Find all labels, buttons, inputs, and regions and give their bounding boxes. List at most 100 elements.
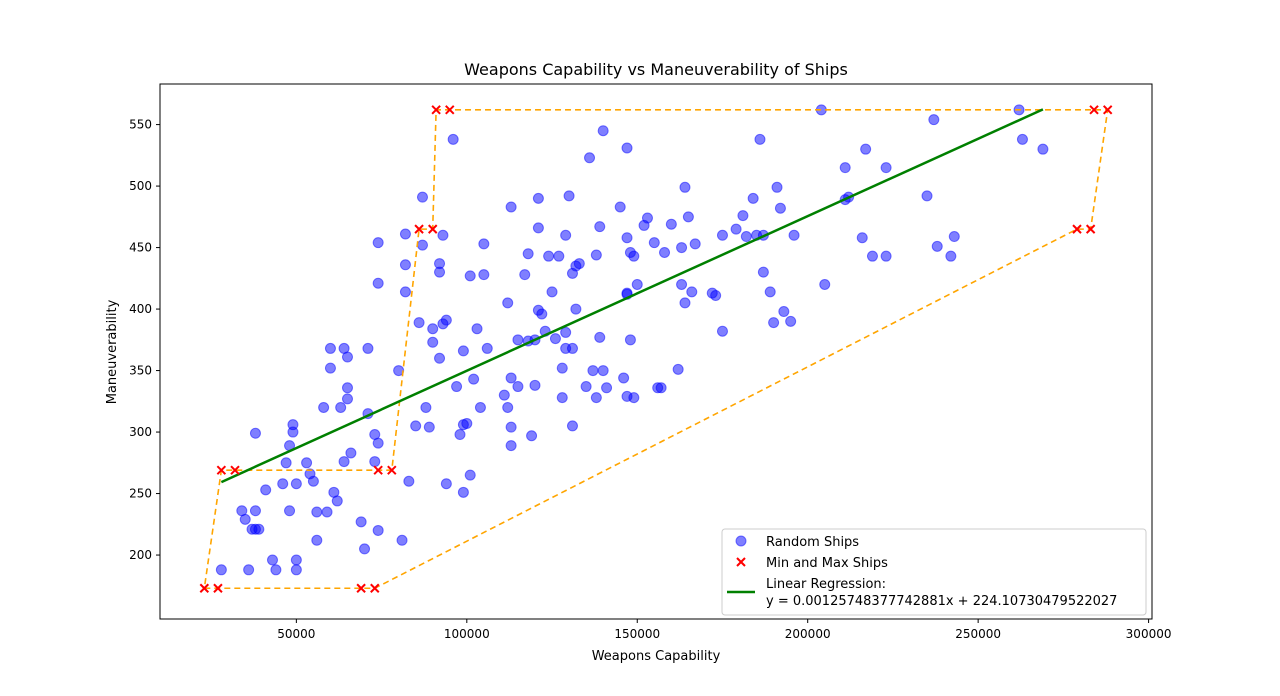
random-ship-point — [716, 325, 728, 337]
random-ship-point — [457, 486, 469, 498]
random-ship-point — [287, 426, 299, 438]
random-ship-point — [440, 478, 452, 490]
random-ship-point — [437, 229, 449, 241]
legend-label-regression-equation: y = 0.00125748377742881x + 224.107304795… — [766, 594, 1117, 609]
random-ship-point — [529, 379, 541, 391]
random-ship-point — [628, 250, 640, 262]
min-max-ship-point — [1102, 105, 1113, 115]
x-axis-label: Weapons Capability — [592, 649, 721, 664]
min-max-ship-point — [370, 583, 380, 593]
random-ship-point — [318, 401, 330, 413]
x-tick-label: 100000 — [444, 627, 490, 641]
y-tick-label: 300 — [129, 425, 152, 439]
random-ship-point — [689, 238, 701, 250]
random-ship-point — [546, 286, 558, 298]
random-ship-point — [519, 269, 531, 281]
random-ship-point — [665, 218, 677, 230]
random-ship-point — [423, 421, 435, 433]
random-ship-point — [478, 238, 490, 250]
random-ship-point — [440, 314, 452, 326]
random-ship-point — [416, 239, 428, 251]
random-ship-point — [512, 381, 524, 393]
random-ship-point — [659, 246, 671, 258]
random-ship-point — [372, 437, 384, 449]
random-ship-point — [641, 212, 653, 224]
random-ship-point — [587, 365, 599, 377]
random-ship-point — [505, 440, 517, 452]
random-ship-point — [556, 362, 568, 374]
y-tick-label: 400 — [129, 302, 152, 316]
random-ship-point — [1037, 143, 1049, 155]
random-ship-point — [427, 336, 439, 348]
min-max-ship-point — [373, 465, 383, 475]
random-ship-point — [481, 342, 493, 354]
random-ship-point — [672, 363, 684, 375]
random-ship-point — [880, 250, 892, 262]
random-ship-point — [566, 342, 578, 354]
random-ship-point — [880, 162, 892, 174]
random-ship-point — [771, 181, 783, 193]
y-tick-label: 550 — [129, 118, 152, 132]
random-ship-point — [621, 142, 633, 154]
random-ship-point — [740, 231, 752, 243]
random-ship-point — [730, 223, 742, 235]
random-ship-point — [628, 392, 640, 404]
random-ship-point — [324, 362, 336, 374]
y-tick-label: 450 — [129, 241, 152, 255]
random-ship-point — [716, 229, 728, 241]
random-ship-point — [345, 447, 357, 459]
random-ship-point — [396, 534, 408, 546]
min-max-ship-point — [1089, 105, 1099, 115]
random-ship-point — [399, 259, 411, 271]
random-ship-point — [601, 382, 613, 394]
random-ship-point — [290, 554, 302, 566]
random-ship-point — [502, 297, 514, 309]
min-max-ship-point — [356, 583, 366, 593]
random-ship-point — [215, 564, 227, 576]
min-max-ship-point — [1072, 224, 1082, 234]
min-max-ship-point — [216, 465, 227, 475]
random-ship-point — [471, 323, 483, 335]
random-ship-point — [536, 308, 548, 320]
random-ship-point — [921, 190, 933, 202]
random-ship-point — [928, 114, 940, 126]
plot-frame — [159, 83, 1153, 620]
random-ship-point — [556, 392, 568, 404]
random-ship-point — [260, 484, 272, 496]
chart-title: Weapons Capability vs Maneuverability of… — [464, 60, 848, 79]
min-max-ship-point — [431, 105, 441, 115]
random-ship-point — [249, 505, 261, 517]
random-ship-point — [563, 190, 575, 202]
random-ship-point — [819, 278, 831, 290]
random-ship-point — [335, 401, 347, 413]
random-ship-point — [498, 389, 510, 401]
random-ship-point — [454, 429, 466, 441]
random-ship-point — [301, 457, 313, 469]
random-ship-point — [505, 372, 517, 384]
random-ship-point — [270, 564, 282, 576]
x-tick-label: 300000 — [1126, 627, 1172, 641]
random-ship-point — [321, 506, 333, 518]
random-ship-point — [420, 401, 432, 413]
random-ship-point — [747, 192, 759, 204]
random-ship-point — [785, 315, 797, 327]
y-tick-label: 500 — [129, 179, 152, 193]
random-ship-point — [355, 516, 367, 528]
random-ship-point — [324, 342, 336, 354]
random-ship-point — [372, 524, 384, 536]
random-ship-point — [457, 345, 469, 357]
random-ship-point — [553, 250, 565, 262]
legend-marker-random-ships — [735, 535, 747, 547]
random-ship-point — [856, 232, 868, 244]
random-ship-point — [757, 266, 769, 278]
random-ship-point — [372, 237, 384, 249]
random-ship-point — [618, 372, 630, 384]
random-ship-point — [410, 420, 422, 432]
random-ship-point — [597, 365, 609, 377]
random-ship-point — [774, 202, 786, 214]
random-ship-point — [590, 392, 602, 404]
random-ship-point — [372, 277, 384, 289]
random-ship-point — [679, 181, 691, 193]
random-ship-point — [573, 258, 585, 270]
random-ship-point — [338, 456, 350, 468]
